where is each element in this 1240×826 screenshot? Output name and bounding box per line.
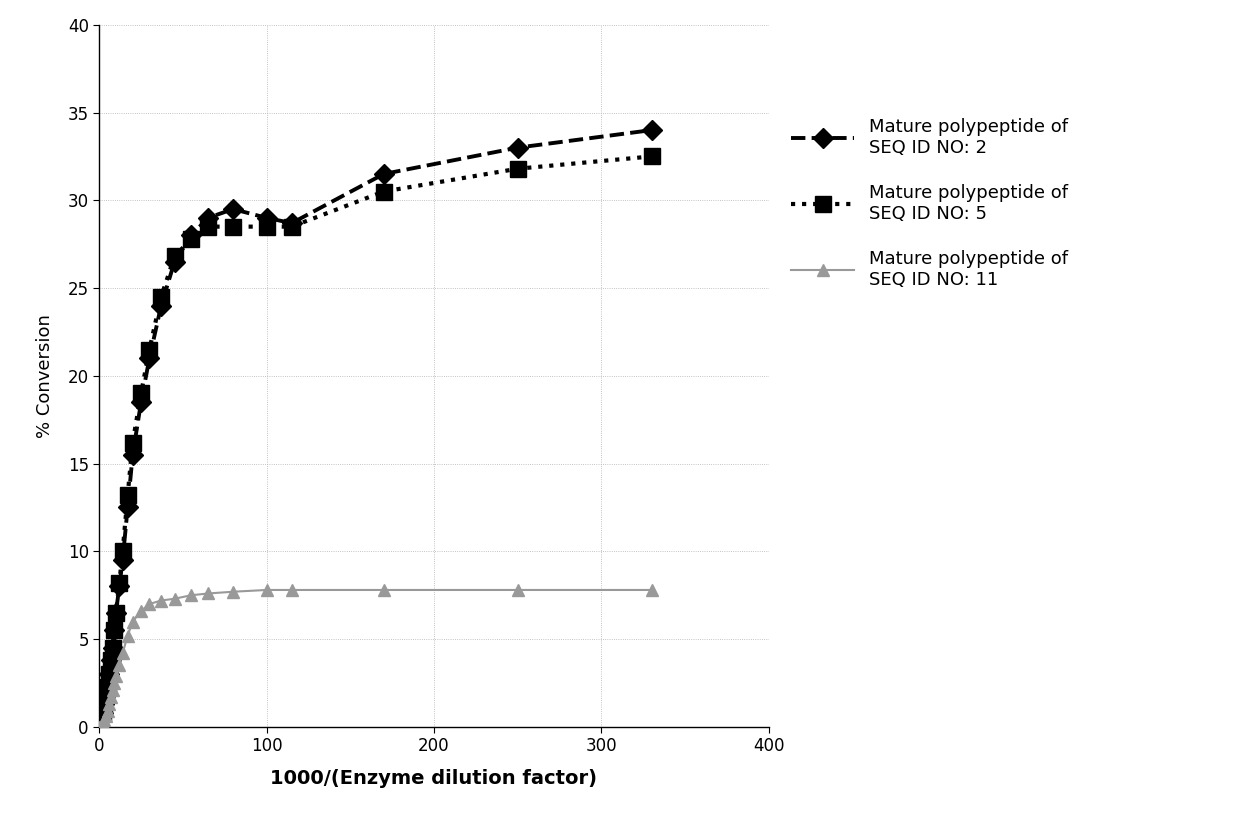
Mature polypeptide of
SEQ ID NO: 11: (65, 7.6): 11: (65, 7.6) xyxy=(201,588,216,598)
Mature polypeptide of
SEQ ID NO: 5: (170, 30.5): 5: (170, 30.5) xyxy=(376,187,391,197)
Mature polypeptide of
SEQ ID NO: 2: (25, 18.5): 2: (25, 18.5) xyxy=(134,397,149,407)
Mature polypeptide of
SEQ ID NO: 5: (20, 16.2): 5: (20, 16.2) xyxy=(125,438,140,448)
Mature polypeptide of
SEQ ID NO: 2: (10, 6.5): 2: (10, 6.5) xyxy=(109,608,124,618)
Mature polypeptide of
SEQ ID NO: 11: (5, 0.9): 11: (5, 0.9) xyxy=(100,706,115,716)
Mature polypeptide of
SEQ ID NO: 11: (30, 7): 11: (30, 7) xyxy=(141,599,156,609)
Mature polypeptide of
SEQ ID NO: 5: (4, 1.8): 5: (4, 1.8) xyxy=(98,691,113,700)
Mature polypeptide of
SEQ ID NO: 2: (5, 2.3): 2: (5, 2.3) xyxy=(100,681,115,691)
Mature polypeptide of
SEQ ID NO: 5: (5, 2.3): 5: (5, 2.3) xyxy=(100,681,115,691)
Mature polypeptide of
SEQ ID NO: 11: (4, 0.6): 11: (4, 0.6) xyxy=(98,711,113,721)
Mature polypeptide of
SEQ ID NO: 2: (170, 31.5): 2: (170, 31.5) xyxy=(376,169,391,179)
Mature polypeptide of
SEQ ID NO: 11: (45, 7.3): 11: (45, 7.3) xyxy=(167,594,182,604)
Mature polypeptide of
SEQ ID NO: 2: (14, 9.5): 2: (14, 9.5) xyxy=(115,555,130,565)
Mature polypeptide of
SEQ ID NO: 5: (14, 10): 5: (14, 10) xyxy=(115,547,130,557)
Mature polypeptide of
SEQ ID NO: 11: (250, 7.8): 11: (250, 7.8) xyxy=(510,585,525,595)
Mature polypeptide of
SEQ ID NO: 5: (115, 28.5): 5: (115, 28.5) xyxy=(284,221,299,231)
Mature polypeptide of
SEQ ID NO: 11: (0, 0): 11: (0, 0) xyxy=(92,722,107,732)
Mature polypeptide of
SEQ ID NO: 2: (80, 29.5): 2: (80, 29.5) xyxy=(226,204,241,214)
Mature polypeptide of
SEQ ID NO: 2: (4, 1.8): 2: (4, 1.8) xyxy=(98,691,113,700)
Mature polypeptide of
SEQ ID NO: 2: (9, 5.5): 2: (9, 5.5) xyxy=(107,625,122,635)
Line: Mature polypeptide of
SEQ ID NO: 5: Mature polypeptide of SEQ ID NO: 5 xyxy=(92,149,660,734)
Mature polypeptide of
SEQ ID NO: 2: (3, 1.3): 2: (3, 1.3) xyxy=(97,699,112,709)
Line: Mature polypeptide of
SEQ ID NO: 2: Mature polypeptide of SEQ ID NO: 2 xyxy=(92,123,658,733)
Mature polypeptide of
SEQ ID NO: 11: (100, 7.8): 11: (100, 7.8) xyxy=(259,585,274,595)
Mature polypeptide of
SEQ ID NO: 2: (330, 34): 2: (330, 34) xyxy=(645,125,660,135)
Mature polypeptide of
SEQ ID NO: 11: (6, 1.3): 11: (6, 1.3) xyxy=(102,699,117,709)
Mature polypeptide of
SEQ ID NO: 11: (2, 0.2): 11: (2, 0.2) xyxy=(95,719,110,729)
Mature polypeptide of
SEQ ID NO: 2: (55, 28): 2: (55, 28) xyxy=(184,230,198,240)
Mature polypeptide of
SEQ ID NO: 11: (3, 0.4): 11: (3, 0.4) xyxy=(97,714,112,725)
Mature polypeptide of
SEQ ID NO: 5: (12, 8.2): 5: (12, 8.2) xyxy=(112,578,126,588)
Mature polypeptide of
SEQ ID NO: 2: (12, 8): 2: (12, 8) xyxy=(112,582,126,591)
Mature polypeptide of
SEQ ID NO: 11: (37, 7.2): 11: (37, 7.2) xyxy=(154,596,169,605)
Mature polypeptide of
SEQ ID NO: 11: (9, 2.5): 11: (9, 2.5) xyxy=(107,678,122,688)
Mature polypeptide of
SEQ ID NO: 5: (2, 0.8): 5: (2, 0.8) xyxy=(95,708,110,718)
Mature polypeptide of
SEQ ID NO: 11: (170, 7.8): 11: (170, 7.8) xyxy=(376,585,391,595)
Mature polypeptide of
SEQ ID NO: 5: (8, 4.5): 5: (8, 4.5) xyxy=(105,643,120,653)
Mature polypeptide of
SEQ ID NO: 2: (115, 28.7): 2: (115, 28.7) xyxy=(284,218,299,228)
Mature polypeptide of
SEQ ID NO: 11: (80, 7.7): 11: (80, 7.7) xyxy=(226,586,241,596)
Mature polypeptide of
SEQ ID NO: 11: (7, 1.7): 11: (7, 1.7) xyxy=(103,692,118,702)
Mature polypeptide of
SEQ ID NO: 5: (55, 27.8): 5: (55, 27.8) xyxy=(184,234,198,244)
Line: Mature polypeptide of
SEQ ID NO: 11: Mature polypeptide of SEQ ID NO: 11 xyxy=(93,584,658,733)
Mature polypeptide of
SEQ ID NO: 2: (30, 21): 2: (30, 21) xyxy=(141,354,156,363)
Mature polypeptide of
SEQ ID NO: 2: (20, 15.5): 2: (20, 15.5) xyxy=(125,450,140,460)
Mature polypeptide of
SEQ ID NO: 5: (45, 26.8): 5: (45, 26.8) xyxy=(167,251,182,261)
Mature polypeptide of
SEQ ID NO: 11: (20, 6): 11: (20, 6) xyxy=(125,616,140,626)
Mature polypeptide of
SEQ ID NO: 2: (8, 4.5): 2: (8, 4.5) xyxy=(105,643,120,653)
Mature polypeptide of
SEQ ID NO: 2: (250, 33): 2: (250, 33) xyxy=(510,143,525,153)
Y-axis label: % Conversion: % Conversion xyxy=(36,314,53,438)
Mature polypeptide of
SEQ ID NO: 5: (330, 32.5): 5: (330, 32.5) xyxy=(645,151,660,161)
Mature polypeptide of
SEQ ID NO: 2: (37, 24): 2: (37, 24) xyxy=(154,301,169,311)
Mature polypeptide of
SEQ ID NO: 5: (10, 6.5): 5: (10, 6.5) xyxy=(109,608,124,618)
Legend: Mature polypeptide of
SEQ ID NO: 2, Mature polypeptide of
SEQ ID NO: 5, Mature p: Mature polypeptide of SEQ ID NO: 2, Matu… xyxy=(791,118,1068,288)
Mature polypeptide of
SEQ ID NO: 5: (80, 28.5): 5: (80, 28.5) xyxy=(226,221,241,231)
Mature polypeptide of
SEQ ID NO: 2: (45, 26.5): 2: (45, 26.5) xyxy=(167,257,182,267)
Mature polypeptide of
SEQ ID NO: 5: (100, 28.5): 5: (100, 28.5) xyxy=(259,221,274,231)
Mature polypeptide of
SEQ ID NO: 11: (8, 2.1): 11: (8, 2.1) xyxy=(105,685,120,695)
Mature polypeptide of
SEQ ID NO: 5: (250, 31.8): 5: (250, 31.8) xyxy=(510,164,525,173)
Mature polypeptide of
SEQ ID NO: 2: (100, 29): 2: (100, 29) xyxy=(259,213,274,223)
Mature polypeptide of
SEQ ID NO: 5: (6, 3): 5: (6, 3) xyxy=(102,669,117,679)
Mature polypeptide of
SEQ ID NO: 11: (25, 6.6): 11: (25, 6.6) xyxy=(134,606,149,616)
X-axis label: 1000/(Enzyme dilution factor): 1000/(Enzyme dilution factor) xyxy=(270,769,598,788)
Mature polypeptide of
SEQ ID NO: 5: (37, 24.5): 5: (37, 24.5) xyxy=(154,292,169,301)
Mature polypeptide of
SEQ ID NO: 5: (30, 21.5): 5: (30, 21.5) xyxy=(141,344,156,354)
Mature polypeptide of
SEQ ID NO: 5: (0, 0): 5: (0, 0) xyxy=(92,722,107,732)
Mature polypeptide of
SEQ ID NO: 5: (9, 5.5): 5: (9, 5.5) xyxy=(107,625,122,635)
Mature polypeptide of
SEQ ID NO: 2: (0, 0): 2: (0, 0) xyxy=(92,722,107,732)
Mature polypeptide of
SEQ ID NO: 11: (12, 3.5): 11: (12, 3.5) xyxy=(112,661,126,671)
Mature polypeptide of
SEQ ID NO: 5: (65, 28.5): 5: (65, 28.5) xyxy=(201,221,216,231)
Mature polypeptide of
SEQ ID NO: 11: (55, 7.5): 11: (55, 7.5) xyxy=(184,591,198,601)
Mature polypeptide of
SEQ ID NO: 2: (65, 29): 2: (65, 29) xyxy=(201,213,216,223)
Mature polypeptide of
SEQ ID NO: 5: (3, 1.3): 5: (3, 1.3) xyxy=(97,699,112,709)
Mature polypeptide of
SEQ ID NO: 2: (2, 0.8): 2: (2, 0.8) xyxy=(95,708,110,718)
Mature polypeptide of
SEQ ID NO: 5: (17, 13.2): 5: (17, 13.2) xyxy=(120,490,135,500)
Mature polypeptide of
SEQ ID NO: 5: (25, 19): 5: (25, 19) xyxy=(134,388,149,398)
Mature polypeptide of
SEQ ID NO: 11: (17, 5.2): 11: (17, 5.2) xyxy=(120,631,135,641)
Mature polypeptide of
SEQ ID NO: 11: (10, 2.9): 11: (10, 2.9) xyxy=(109,671,124,681)
Mature polypeptide of
SEQ ID NO: 2: (7, 3.8): 2: (7, 3.8) xyxy=(103,655,118,665)
Mature polypeptide of
SEQ ID NO: 11: (330, 7.8): 11: (330, 7.8) xyxy=(645,585,660,595)
Mature polypeptide of
SEQ ID NO: 2: (17, 12.5): 2: (17, 12.5) xyxy=(120,502,135,512)
Mature polypeptide of
SEQ ID NO: 5: (7, 3.8): 5: (7, 3.8) xyxy=(103,655,118,665)
Mature polypeptide of
SEQ ID NO: 11: (115, 7.8): 11: (115, 7.8) xyxy=(284,585,299,595)
Mature polypeptide of
SEQ ID NO: 2: (6, 3): 2: (6, 3) xyxy=(102,669,117,679)
Mature polypeptide of
SEQ ID NO: 11: (14, 4.2): 11: (14, 4.2) xyxy=(115,648,130,658)
